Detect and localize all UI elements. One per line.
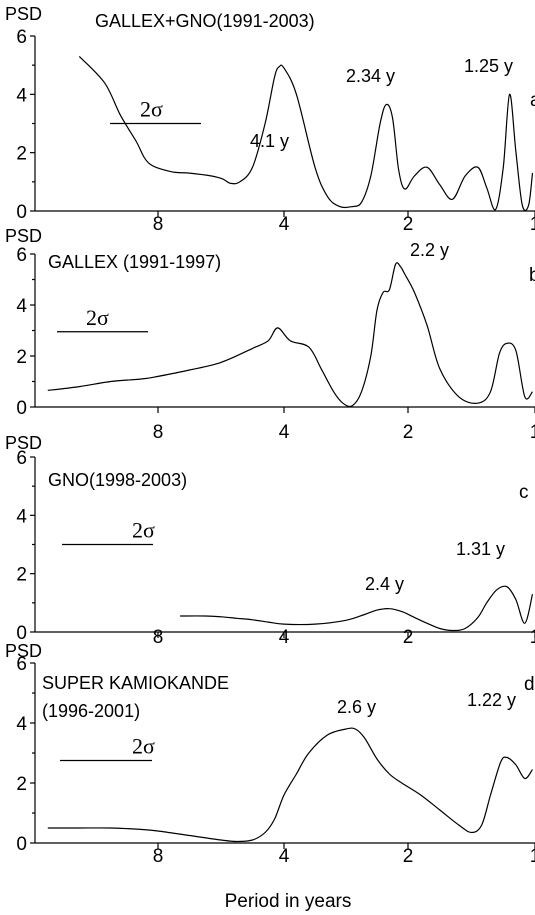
psd-curve — [78, 55, 534, 212]
x-tick-label: 2 — [403, 214, 414, 235]
period-annotation: 1.22 y — [467, 690, 516, 710]
y-axis-label: PSD — [5, 433, 42, 453]
sigma-label: 2σ — [86, 305, 109, 330]
panel-letter: b — [529, 265, 535, 286]
psd-curve — [47, 727, 533, 843]
sigma-label: 2σ — [132, 518, 155, 543]
y-axis-label: PSD — [5, 4, 42, 24]
panel-letter: d — [524, 674, 535, 695]
panel-letter: a — [530, 90, 535, 111]
period-annotation: 2.34 y — [346, 66, 395, 86]
panel-title: GALLEX (1991-1997) — [48, 252, 221, 272]
y-tick-label: 4 — [16, 506, 27, 527]
period-annotation: 1.25 y — [464, 56, 513, 76]
y-tick-label: 4 — [16, 85, 27, 106]
x-tick-label: 1 — [530, 627, 535, 648]
x-tick-label: 8 — [153, 627, 164, 648]
panel-title: GNO(1998-2003) — [48, 470, 187, 490]
x-tick-label: 4 — [279, 214, 290, 235]
y-tick-label: 0 — [16, 398, 27, 419]
y-tick-label: 2 — [16, 347, 27, 368]
panel-c: 0 2 4 6 8 4 2 1 2σ PSD GNO(1998-2003) c 2.4 y 1.31 y — [5, 433, 535, 648]
x-tick-label: 4 — [279, 846, 290, 867]
period-annotation: 1.31 y — [456, 539, 505, 559]
x-tick-label: 1 — [530, 422, 535, 443]
y-tick-label: 2 — [16, 565, 27, 586]
period-annotation: 4.1 y — [250, 131, 289, 151]
y-tick-label: 6 — [16, 448, 27, 469]
sigma-label: 2σ — [132, 734, 155, 759]
psd-curve — [47, 262, 533, 408]
y-tick-label: 6 — [16, 245, 27, 266]
y-tick-label: 6 — [16, 27, 27, 48]
panel-letter: c — [519, 482, 529, 503]
panel-title: SUPER KAMIOKANDE — [42, 673, 229, 693]
y-tick-label: 2 — [16, 774, 27, 795]
x-tick-label: 4 — [279, 627, 290, 648]
y-tick-label: 2 — [16, 144, 27, 165]
x-tick-label: 2 — [403, 422, 414, 443]
panel-b: 0 2 4 6 8 4 2 1 2σ PSD GALLEX (1991-1997) b 2.2 y — [5, 226, 535, 443]
period-annotation: 2.4 y — [365, 574, 404, 594]
chart-panels: 0 2 4 6 8 4 2 1 2σ PSD GALLEX+GNO(1991-2003) a 2.34 … — [5, 4, 535, 867]
x-tick-label: 1 — [530, 846, 535, 867]
sigma-label: 2σ — [140, 97, 163, 122]
x-tick-label: 2 — [403, 627, 414, 648]
y-tick-label: 0 — [16, 202, 27, 223]
y-tick-label: 4 — [16, 296, 27, 317]
y-tick-label: 6 — [16, 654, 27, 675]
x-tick-label: 1 — [530, 214, 535, 235]
panel-title-line2: (1996-2001) — [42, 701, 140, 721]
psd-curve — [180, 585, 534, 632]
y-axis-label: PSD — [5, 641, 42, 661]
y-tick-label: 0 — [16, 623, 27, 644]
y-axis-label: PSD — [5, 226, 42, 246]
x-tick-label: 8 — [153, 422, 164, 443]
y-tick-label: 4 — [16, 714, 27, 735]
x-tick-label: 4 — [279, 422, 290, 443]
x-tick-label: 2 — [403, 846, 414, 867]
y-tick-label: 0 — [16, 834, 27, 855]
x-tick-label: 8 — [153, 846, 164, 867]
panel-a: 0 2 4 6 8 4 2 1 2σ PSD GALLEX+GNO(1991-2003) a 2.34 … — [5, 4, 535, 235]
x-axis-label: Period in years — [225, 891, 352, 912]
panel-title: GALLEX+GNO(1991-2003) — [95, 11, 315, 31]
x-tick-label: 8 — [153, 214, 164, 235]
period-annotation: 2.6 y — [337, 697, 376, 717]
period-annotation: 2.2 y — [410, 240, 449, 260]
